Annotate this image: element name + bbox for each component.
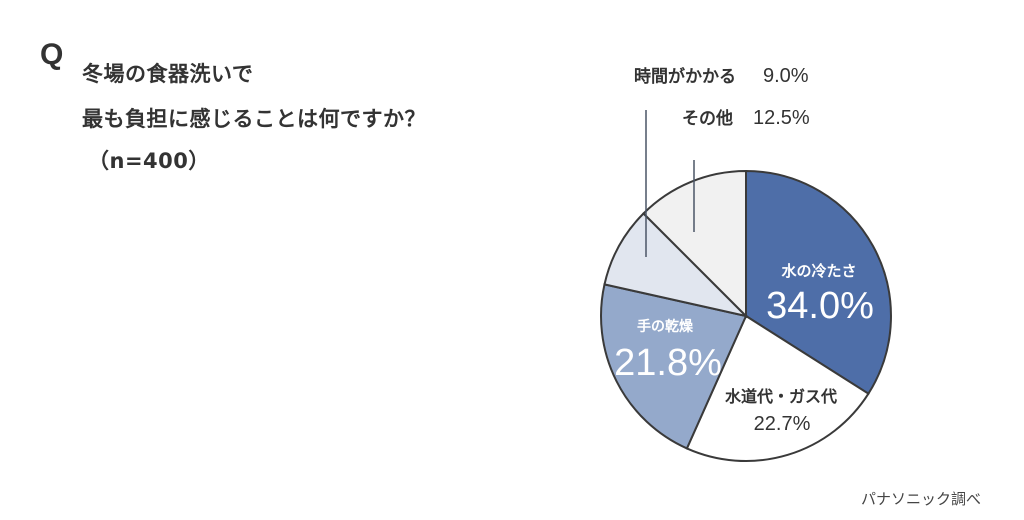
- question-mark-label: Q: [40, 38, 64, 71]
- label-takes-time-name: 時間がかかる: [634, 66, 736, 87]
- slice-bills: [685, 314, 870, 462]
- label-other-value: 12.5%: [753, 107, 810, 129]
- label-dry-hands-name: 手の乾燥: [637, 318, 694, 335]
- label-bills-value: 22.7%: [754, 413, 811, 435]
- source-credit: パナソニック調べ: [861, 490, 982, 508]
- question-line-1: 冬場の食器洗いで: [82, 62, 254, 86]
- label-dry-hands-value: 21.8%: [614, 342, 722, 384]
- label-other-name: その他: [682, 108, 733, 129]
- label-water-cold-value: 34.0%: [766, 285, 874, 327]
- label-water-cold-name: 水の冷たさ: [781, 262, 856, 280]
- question-line-2: 最も負担に感じることは何ですか？: [82, 107, 426, 131]
- label-takes-time-value: 9.0%: [763, 65, 809, 87]
- slice-takes-time: [603, 212, 750, 318]
- label-bills-name: 水道代・ガス代: [725, 387, 837, 406]
- slice-other: [642, 169, 747, 319]
- slice-dry-hands: [600, 283, 748, 450]
- sample-size: （n=400）: [88, 149, 210, 173]
